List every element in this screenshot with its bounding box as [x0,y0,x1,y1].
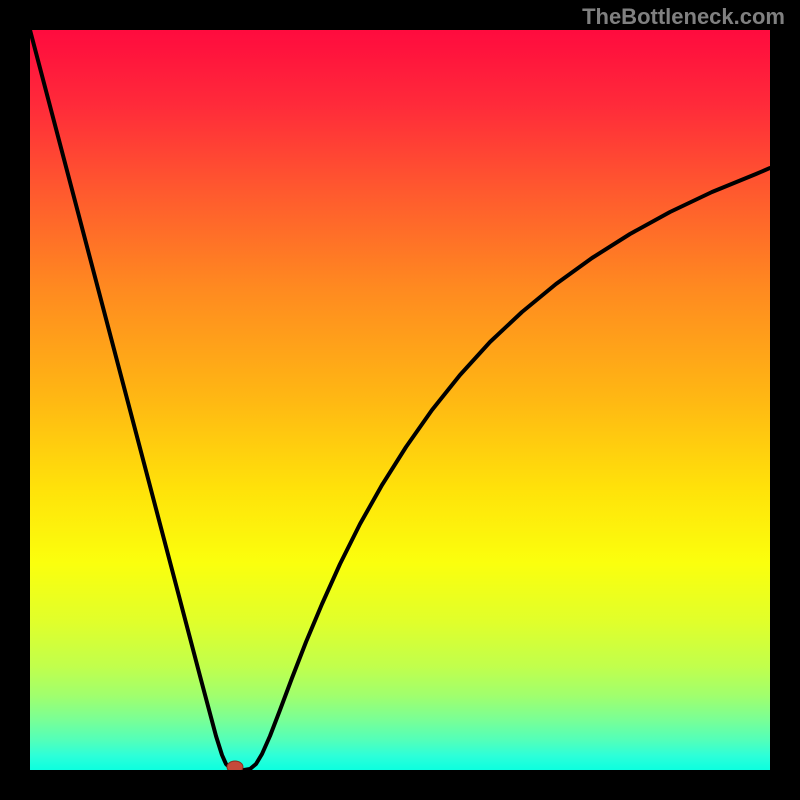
bottleneck-chart [30,30,770,770]
chart-background [30,30,770,770]
watermark-text: TheBottleneck.com [582,4,785,30]
optimal-point-marker [227,761,243,770]
chart-container [30,30,770,770]
